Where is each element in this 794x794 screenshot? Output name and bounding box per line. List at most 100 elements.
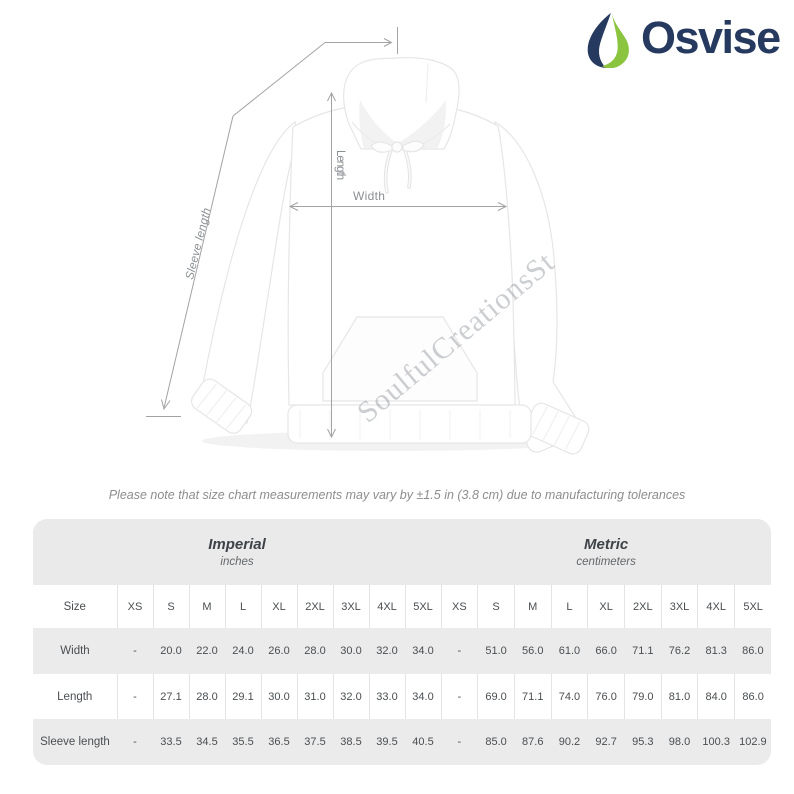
value-cell: 22.0	[196, 645, 218, 657]
metric-subtitle: centimeters	[576, 556, 636, 568]
value-cell: 37.5	[304, 736, 326, 748]
value-cell: 95.3	[632, 736, 654, 748]
size-col: S	[477, 585, 515, 628]
width-row: Width - 20.0 22.0 24.0 26.0 28.0 30.0 32…	[33, 628, 771, 674]
value-cell: -	[441, 674, 479, 719]
size-col: 2XL	[624, 585, 662, 628]
pocket	[322, 316, 478, 402]
value-cell: 36.5	[268, 736, 290, 748]
value-cell: 86.0	[742, 690, 764, 703]
value-cell: 29.1	[225, 674, 262, 719]
value-cell: 66.0	[595, 645, 617, 657]
value-cell: -	[133, 736, 137, 748]
value-cell: 100.3	[702, 736, 730, 748]
value-cell: 40.5	[412, 736, 434, 748]
row-label: Sleeve length	[40, 736, 110, 748]
size-header: Size	[33, 585, 118, 628]
arrowhead	[327, 91, 336, 102]
size-col: 4XL	[697, 585, 736, 628]
value-cell: 20.0	[160, 645, 182, 657]
imperial-title: Imperial	[208, 536, 266, 553]
value-cell: 90.2	[558, 736, 581, 748]
row-label: Length	[33, 674, 118, 719]
value-cell: 35.5	[232, 736, 254, 748]
size-col: L	[551, 585, 589, 628]
brand-name: Osvise	[641, 11, 781, 63]
value-cell: 87.6	[522, 736, 544, 748]
measurement-lines	[146, 27, 508, 439]
arrowhead	[288, 202, 299, 211]
value-cell: 76.2	[668, 645, 691, 657]
value-cell: 32.0	[376, 645, 398, 657]
size-chart-table: Imperial inches Metric centimeters Size …	[33, 519, 771, 765]
value-cell: 79.0	[624, 674, 662, 719]
imperial-subtitle: inches	[220, 556, 254, 568]
value-cell: 69.0	[477, 674, 515, 719]
value-cell: 32.0	[333, 674, 370, 719]
value-cell: 98.0	[668, 736, 691, 748]
arrowhead	[327, 428, 336, 439]
arrowhead	[161, 399, 171, 411]
left-sleeve	[201, 120, 298, 425]
size-col: L	[225, 585, 262, 628]
value-cell: 28.0	[189, 674, 226, 719]
value-cell: 24.0	[232, 645, 254, 657]
value-cell: 26.0	[268, 645, 290, 657]
value-cell: 85.0	[485, 736, 507, 748]
size-col: XS	[441, 585, 479, 628]
value-cell: 56.0	[522, 645, 544, 657]
size-col: XS	[117, 585, 154, 628]
value-cell: 38.5	[340, 736, 362, 748]
size-col: 2XL	[297, 585, 334, 628]
length-label: Length	[334, 150, 346, 180]
size-col: 5XL	[405, 585, 442, 628]
value-cell: 71.1	[632, 645, 654, 657]
value-cell: -	[117, 674, 154, 719]
size-col: 4XL	[369, 585, 406, 628]
length-row: Length - 27.1 28.0 29.1 30.0 31.0 32.0 3…	[33, 674, 771, 719]
value-cell: 86.0	[742, 645, 764, 657]
hood-interior	[359, 100, 447, 149]
size-header-row: Size XS S M L XL 2XL 3XL 4XL 5XL XS S M …	[33, 585, 771, 628]
value-cell: 102.9	[739, 736, 767, 748]
value-cell: 33.0	[369, 674, 406, 719]
hoodie-illustration	[146, 27, 590, 455]
size-col: M	[514, 585, 552, 628]
value-cell: 71.1	[514, 674, 552, 719]
value-cell: 30.0	[261, 674, 298, 719]
value-cell: 31.0	[297, 674, 334, 719]
droplet-logo-icon	[587, 12, 629, 68]
arrowhead	[383, 38, 393, 47]
hood-seam	[425, 62, 429, 104]
size-col: XL	[587, 585, 625, 628]
value-cell: 81.0	[661, 674, 699, 719]
value-cell: 39.5	[376, 736, 398, 748]
value-cell: 34.0	[405, 674, 442, 719]
value-cell: 51.0	[485, 645, 507, 657]
value-cell: 34.0	[412, 645, 434, 657]
value-cell: 74.0	[551, 674, 589, 719]
hoodie	[191, 56, 590, 455]
value-cell: 81.3	[705, 645, 727, 657]
value-cell: 33.5	[160, 736, 182, 748]
value-cell: -	[133, 645, 137, 657]
size-col: 5XL	[743, 600, 763, 613]
value-cell: 27.1	[153, 674, 190, 719]
arrowhead	[497, 202, 508, 211]
value-cell: -	[457, 645, 462, 657]
bow-left-loop	[370, 141, 393, 153]
metric-title: Metric	[584, 536, 629, 553]
width-label: Width	[353, 189, 386, 203]
imperial-section-header: Imperial inches	[33, 519, 442, 585]
sleeve-length-row: Sleeve length - 33.5 34.5 35.5 36.5 37.5…	[33, 719, 771, 765]
units-header-row: Imperial inches Metric centimeters	[33, 519, 771, 585]
row-label: Width	[60, 645, 90, 657]
size-col: S	[153, 585, 190, 628]
size-col: 3XL	[661, 585, 699, 628]
value-cell: 61.0	[558, 645, 581, 657]
value-cell: 28.0	[304, 645, 326, 657]
value-cell: 92.7	[595, 736, 617, 748]
hem-band	[287, 404, 532, 444]
tolerance-note: Please note that size chart measurements…	[108, 488, 686, 502]
size-col: 3XL	[333, 585, 370, 628]
